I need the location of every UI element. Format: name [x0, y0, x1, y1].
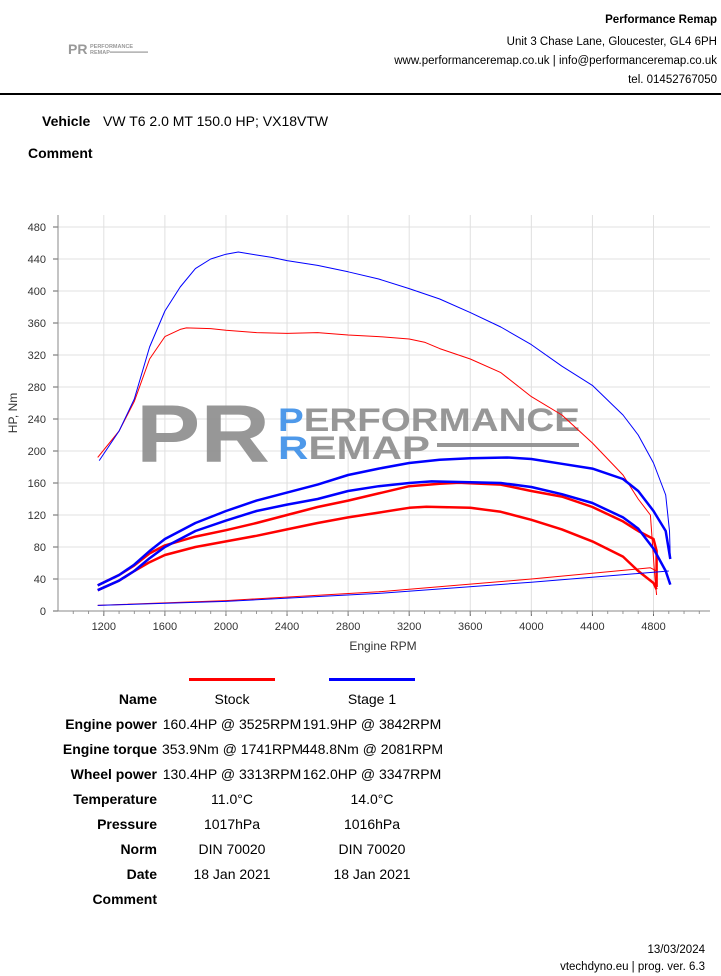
- results-row: Comment: [0, 891, 721, 911]
- watermark-logo: PR P ERFORMANCE R EMAP: [136, 389, 580, 480]
- stock-value: 130.4HP @ 3313RPM: [162, 766, 302, 782]
- y-tick-label: 280: [28, 382, 46, 394]
- results-row: Engine torque 353.9Nm @ 1741RPM 448.8Nm …: [0, 741, 721, 761]
- y-tick-label: 160: [28, 478, 46, 490]
- stage1-curve: [97, 570, 669, 606]
- y-tick-label: 440: [28, 254, 46, 266]
- results-row: Date 18 Jan 2021 18 Jan 2021: [0, 866, 721, 886]
- stock-curve: [97, 567, 657, 606]
- vehicle-value: VW T6 2.0 MT 150.0 HP; VX18VTW: [103, 113, 329, 129]
- y-tick-label: 80: [34, 542, 46, 554]
- results-row: Pressure 1017hPa 1016hPa: [0, 816, 721, 836]
- stage1-curve: [97, 480, 672, 592]
- stage1-value: 14.0°C: [350, 791, 394, 807]
- axes: 1200 1600 2000 2400 2800 3200 3600 4000 4400 4800…: [28, 215, 710, 633]
- stage1-value: 18 Jan 2021: [333, 866, 411, 882]
- y-tick-label: 0: [40, 606, 46, 618]
- company-phone: tel. 01452767050: [628, 74, 717, 86]
- row-label: Engine torque: [62, 741, 157, 757]
- header-divider: [0, 93, 721, 95]
- x-tick-label: 4800: [641, 621, 665, 633]
- company-address: Unit 3 Chase Lane, Gloucester, GL4 6PH: [506, 36, 717, 48]
- company-web-email: www.performanceremap.co.uk | info@perfor…: [394, 55, 717, 67]
- x-tick-label: 1200: [92, 621, 116, 633]
- row-label: Comment: [92, 891, 157, 907]
- x-tick-label: 4000: [519, 621, 543, 633]
- row-label: Norm: [120, 841, 157, 857]
- stage1-value: 1016hPa: [343, 816, 401, 832]
- y-tick-label: 200: [28, 446, 46, 458]
- stock-value: 11.0°C: [211, 791, 253, 807]
- svg-text:PR: PR: [136, 389, 270, 480]
- svg-text:PERFORMANCE: PERFORMANCE: [90, 44, 133, 50]
- y-tick-label: 320: [28, 350, 46, 362]
- stock-value: DIN 70020: [198, 841, 266, 857]
- stage1-curve: [97, 456, 672, 587]
- stock-value: 353.9Nm @ 1741RPM: [162, 741, 304, 757]
- y-axis-label: HP, Nm: [6, 393, 20, 433]
- comment-label: Comment: [28, 145, 93, 161]
- stage1-value: 448.8Nm @ 2081RPM: [302, 741, 444, 757]
- y-tick-label: 400: [28, 286, 46, 298]
- row-label: Engine power: [65, 716, 157, 732]
- report-date: 13/03/2024: [647, 944, 705, 956]
- legend-stock-line: [189, 678, 275, 681]
- stage1-value: 191.9HP @ 3842RPM: [302, 716, 442, 732]
- x-tick-label: 2800: [336, 621, 360, 633]
- x-axis-label: Engine RPM: [349, 639, 416, 653]
- stage1-name: Stage 1: [347, 691, 397, 707]
- x-tick-label: 4400: [580, 621, 604, 633]
- x-tick-label: 3200: [397, 621, 421, 633]
- grid: [58, 215, 710, 612]
- x-tick-label: 3600: [458, 621, 482, 633]
- results-row: Temperature 11.0°C 14.0°C: [0, 791, 721, 811]
- y-tick-label: 120: [28, 510, 46, 522]
- row-label: Temperature: [73, 791, 157, 807]
- svg-text:REMAP: REMAP: [278, 430, 430, 466]
- y-tick-label: 40: [34, 574, 46, 586]
- x-tick-label: 2000: [214, 621, 238, 633]
- stock-curve: [97, 505, 658, 592]
- y-tick-label: 480: [28, 222, 46, 234]
- vehicle-label: Vehicle: [42, 113, 91, 129]
- company-name: Performance Remap: [605, 14, 717, 26]
- stock-value: 1017hPa: [203, 816, 261, 832]
- legend-stage1-line: [329, 678, 415, 681]
- software-version: vtechdyno.eu | prog. ver. 6.3: [560, 961, 705, 973]
- results-row: Wheel power 130.4HP @ 3313RPM 162.0HP @ …: [0, 766, 721, 786]
- dyno-chart: PR P ERFORMANCE R EMAP 1200 1600 2000 2400 280…: [6, 215, 710, 653]
- row-label: Date: [126, 866, 157, 882]
- row-label: Pressure: [97, 816, 157, 832]
- svg-text:REMAP: REMAP: [90, 50, 110, 56]
- x-tick-label: 2400: [275, 621, 299, 633]
- stock-value: 18 Jan 2021: [193, 866, 271, 882]
- stock-value: 160.4HP @ 3525RPM: [162, 716, 302, 732]
- results-header-row: Name Stock Stage 1: [0, 691, 721, 711]
- stage1-curve: [98, 251, 671, 560]
- stock-name: Stock: [214, 691, 250, 707]
- x-tick-label: 1600: [153, 621, 177, 633]
- svg-text:PR: PR: [68, 42, 87, 56]
- company-logo: PR PERFORMANCE REMAP: [68, 42, 148, 56]
- row-label: Wheel power: [70, 766, 157, 782]
- y-tick-label: 360: [28, 318, 46, 330]
- stage1-value: DIN 70020: [338, 841, 406, 857]
- series-lines: [97, 251, 672, 606]
- name-label: Name: [118, 691, 157, 707]
- y-tick-label: 240: [28, 414, 46, 426]
- stock-curve: [97, 481, 658, 587]
- results-row: Engine power 160.4HP @ 3525RPM 191.9HP @…: [0, 716, 721, 736]
- results-row: Norm DIN 70020 DIN 70020: [0, 841, 721, 861]
- stock-curve: [97, 327, 658, 596]
- stage1-value: 162.0HP @ 3347RPM: [302, 766, 442, 782]
- svg-text:PERFORMANCE: PERFORMANCE: [278, 402, 580, 438]
